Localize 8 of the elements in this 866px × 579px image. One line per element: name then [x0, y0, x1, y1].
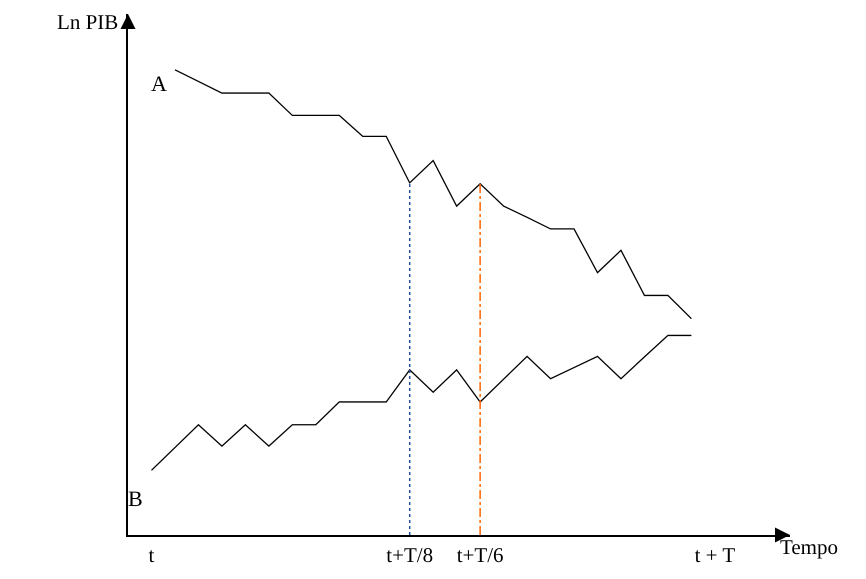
y-axis-title: Ln PIB [57, 10, 118, 34]
series-label: B [128, 486, 143, 511]
x-tick-label: t [148, 543, 155, 568]
series-label: A [151, 71, 167, 96]
x-tick-label: t + T [694, 543, 736, 568]
x-tick-label: t+T/6 [456, 543, 504, 568]
x-tick-label: t+T/8 [386, 543, 434, 568]
x-axis-title: Tempo [780, 535, 838, 559]
